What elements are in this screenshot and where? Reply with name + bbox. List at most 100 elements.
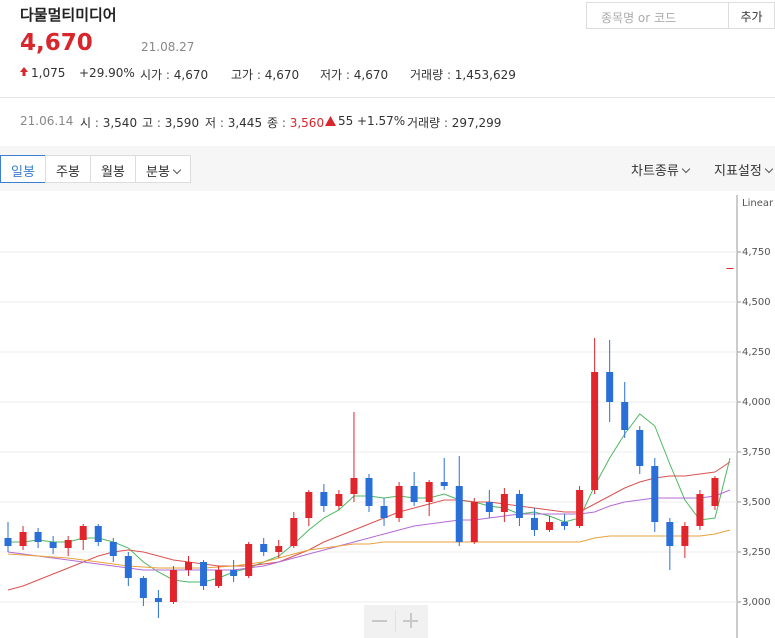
menu[interactable]: 차트종류 xyxy=(631,160,689,179)
tab[interactable]: 일봉 xyxy=(0,155,46,183)
y-tick-label: 3,000 xyxy=(742,597,771,608)
candle-body xyxy=(726,268,734,269)
stat-value: 4,670 xyxy=(353,68,389,82)
chart: Linear 3,000 3,250 3,500 3,750 4,000 4,250 4,5… xyxy=(0,195,774,638)
hover-label: 시 xyxy=(80,116,103,130)
candle-body xyxy=(651,466,659,522)
candle-body xyxy=(455,486,463,542)
hover-item: 시3,540 xyxy=(80,114,137,131)
hover-change: 55 xyxy=(338,114,354,128)
candle-body xyxy=(350,478,358,494)
hover-value: 297,299 xyxy=(451,116,502,130)
hover-item: 종3,560 xyxy=(267,114,324,131)
candle-body xyxy=(380,506,388,518)
tab[interactable]: 분봉 xyxy=(135,155,191,183)
candle-body xyxy=(395,486,403,518)
hover-value: 3,540 xyxy=(102,116,138,130)
candle-body xyxy=(576,490,584,526)
up-arrow xyxy=(20,67,28,76)
stock-name: 다물멀티미디어 xyxy=(20,6,117,24)
hover-value: 3,445 xyxy=(227,116,263,130)
zoom-controls xyxy=(364,605,428,638)
candle-body xyxy=(49,542,57,548)
price: 4,670 xyxy=(20,30,93,56)
candle-body xyxy=(34,532,42,542)
hover-label: 고 xyxy=(142,116,165,130)
stat-label: 시가 xyxy=(140,68,174,82)
candle-body xyxy=(305,492,313,518)
stat-label: 저가 xyxy=(320,68,354,82)
stat-label: 고가 xyxy=(231,68,265,82)
divider xyxy=(0,97,775,98)
candle-body xyxy=(19,532,27,546)
hover-value: 3,560 xyxy=(289,116,325,130)
hover-item: 저3,445 xyxy=(205,114,262,131)
moving-average xyxy=(7,461,731,591)
candle-body xyxy=(485,502,493,512)
search-input[interactable]: 종목명 or 코드 xyxy=(586,2,729,29)
candle-body xyxy=(606,372,614,402)
candle-body xyxy=(561,522,569,526)
candle-body xyxy=(109,542,117,556)
tab[interactable]: 주봉 xyxy=(45,155,91,183)
stat-value: 4,670 xyxy=(264,68,300,82)
y-tick-label: 3,250 xyxy=(742,547,771,558)
candle-body xyxy=(500,494,508,512)
candle-body xyxy=(696,494,704,526)
candle-body xyxy=(621,402,629,430)
candle-body xyxy=(425,482,433,502)
candle-body xyxy=(320,492,328,506)
candle-body xyxy=(94,526,102,542)
candle-body xyxy=(139,578,147,598)
candle-body xyxy=(365,478,373,506)
candle-body xyxy=(335,494,343,506)
candle-body xyxy=(215,570,223,586)
tab[interactable]: 월봉 xyxy=(90,155,136,183)
candle-body xyxy=(79,526,87,540)
candle-body xyxy=(470,502,478,542)
hover-item: 고3,590 xyxy=(142,114,199,131)
candle-body xyxy=(440,482,448,486)
y-tick-label: 3,750 xyxy=(742,447,771,458)
candle-body xyxy=(546,522,553,530)
candle-body xyxy=(124,556,132,578)
candle-body xyxy=(410,486,418,502)
candle-body xyxy=(681,526,689,546)
candle-body xyxy=(290,518,298,546)
candle-body xyxy=(245,544,253,576)
candle-body xyxy=(515,494,523,518)
candle-body xyxy=(636,430,644,466)
stat: 저가4,670 xyxy=(320,66,388,83)
candle-body xyxy=(275,546,283,552)
stat: 고가4,670 xyxy=(231,66,299,83)
change: 1,075 xyxy=(31,66,66,80)
stat-value: 4,670 xyxy=(173,68,209,82)
add-button[interactable]: 추가 xyxy=(729,2,775,29)
hover-label: 저 xyxy=(205,116,228,130)
hover-date: 21.06.14 xyxy=(20,114,74,128)
stat: 거래량1,453,629 xyxy=(410,66,516,83)
up-triangle xyxy=(325,116,336,126)
zoom-in-bar xyxy=(410,613,412,628)
stat-label: 거래량 xyxy=(410,68,455,82)
scale-label: Linear xyxy=(742,198,774,209)
candle-body xyxy=(530,518,538,530)
candle-body xyxy=(200,562,208,586)
hover-label: 종 xyxy=(267,116,290,130)
menu[interactable]: 지표설정 xyxy=(714,160,772,179)
zoom-divider xyxy=(395,610,396,632)
zoom-out[interactable] xyxy=(372,620,387,622)
y-tick-label: 4,000 xyxy=(742,397,771,408)
y-tick-label: 4,250 xyxy=(742,347,771,358)
hover-volume: 거래량297,299 xyxy=(407,114,501,131)
hover-value: 3,590 xyxy=(164,116,200,130)
y-tick-label: 3,500 xyxy=(742,497,771,508)
candle-body xyxy=(230,570,238,576)
candle-body xyxy=(169,570,177,602)
candle-body xyxy=(154,598,162,602)
candle-body xyxy=(260,544,268,552)
change-pct: +29.90% xyxy=(79,66,135,80)
y-tick-label: 4,500 xyxy=(742,297,771,308)
candle-body xyxy=(185,562,192,570)
